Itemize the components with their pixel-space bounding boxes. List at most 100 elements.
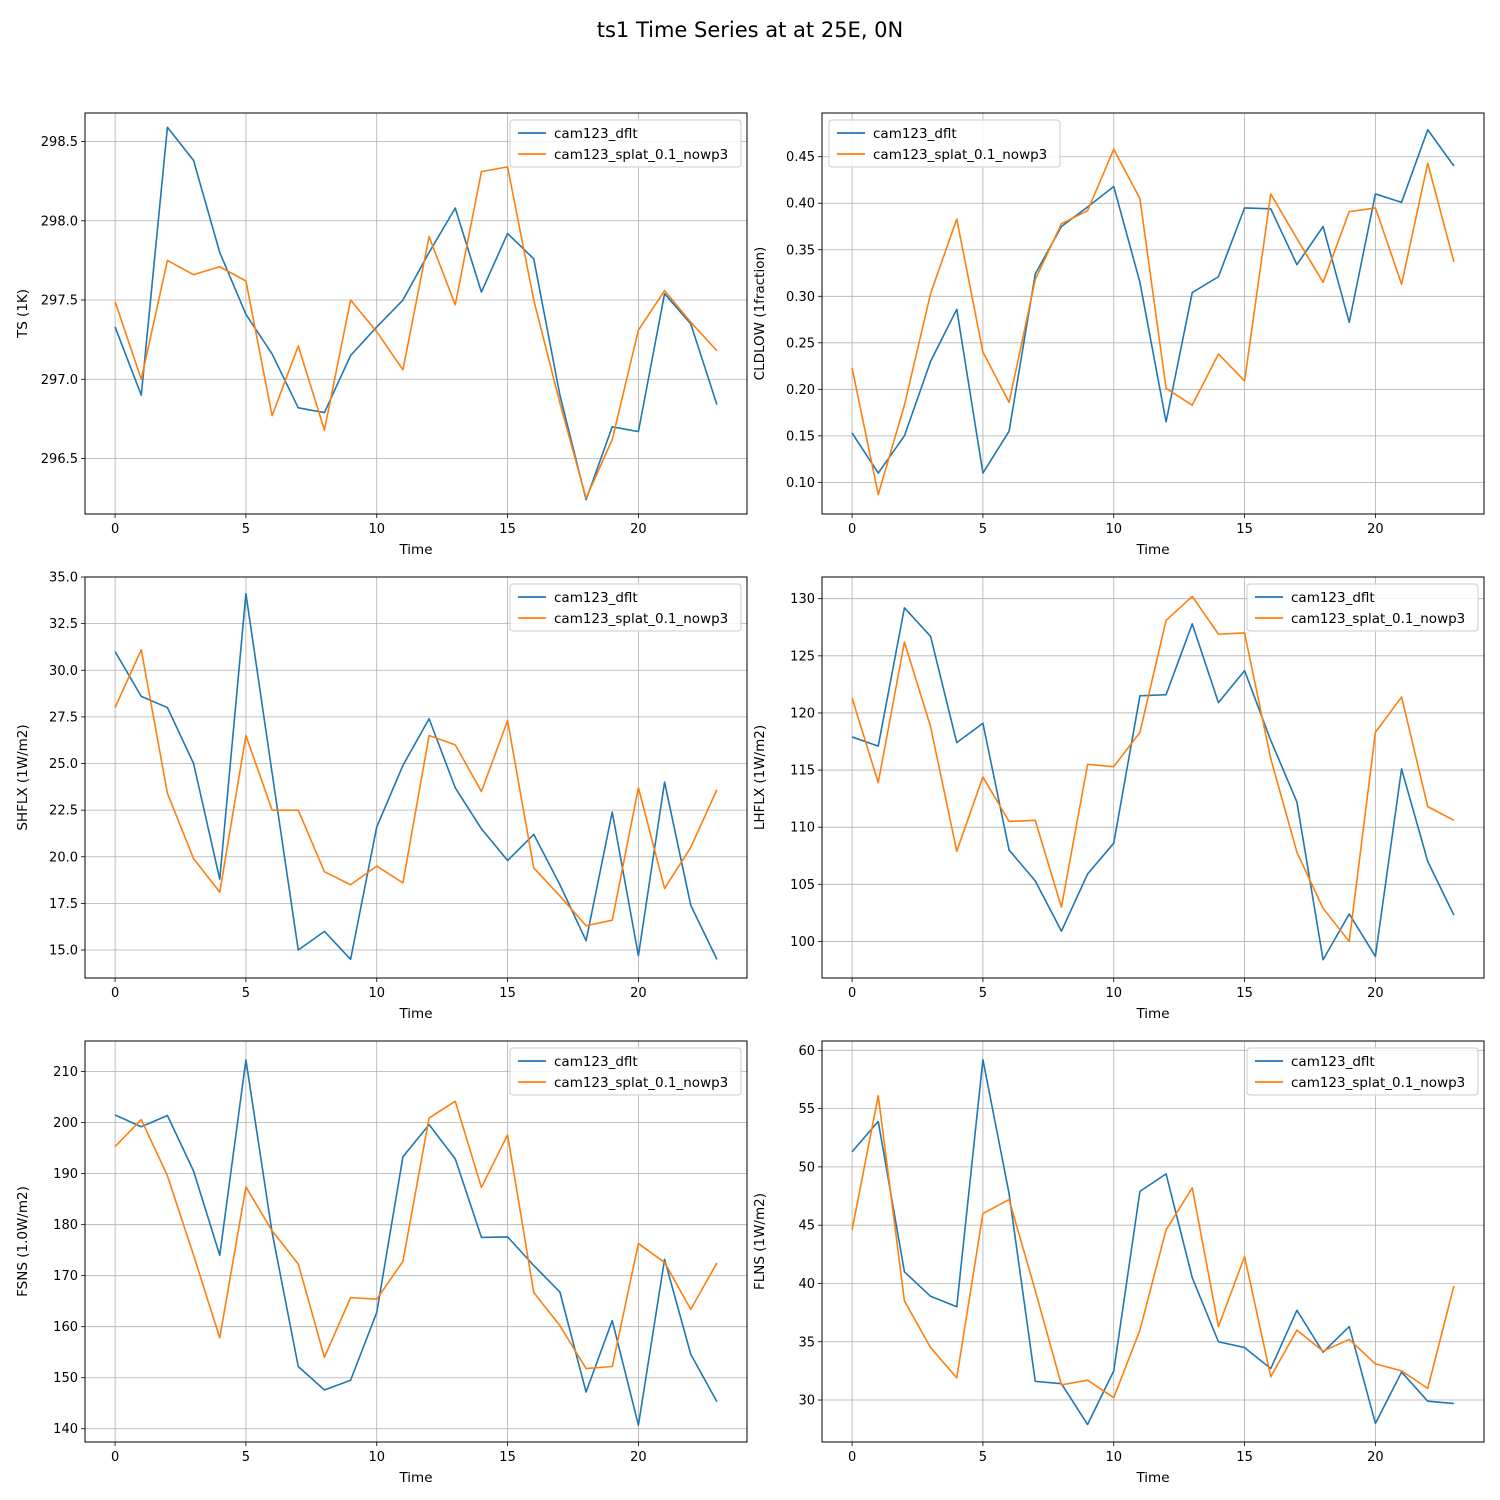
- legend-entry-label: cam123_splat_0.1_nowp3: [1291, 1075, 1465, 1091]
- series-line-cam123_dflt: [114, 592, 718, 961]
- x-tick-label: 10: [1105, 1450, 1122, 1465]
- legend-entry-label: cam123_dflt: [873, 126, 957, 142]
- legend-box: [1246, 1047, 1479, 1096]
- x-axis-label: Time: [398, 1470, 432, 1486]
- legend-entry-label: cam123_splat_0.1_nowp3: [873, 147, 1047, 163]
- y-tick-label: 115: [790, 764, 815, 779]
- legend-entry-label: cam123_dflt: [1291, 590, 1375, 606]
- panel-fsns: 0 5 10 15 20 140 150 160 170 180 190 200 210 Time FSNS…: [15, 1040, 748, 1486]
- y-tick-label: 0.25: [786, 336, 815, 351]
- panels: 0 5 10 15 20 296.5 297.0 297.5 298.0 298.5 Time TS …: [15, 112, 1485, 1486]
- x-tick-label: 0: [848, 986, 856, 1001]
- y-tick-label: 30.0: [49, 664, 78, 679]
- y-tick-label: 297.0: [41, 373, 78, 388]
- panel-lhflx: 0 5 10 15 20 100 105 110 115 120 125 130 Time LHFLX (…: [752, 576, 1485, 1022]
- y-tick-label: 55: [798, 1102, 815, 1117]
- x-tick-label: 5: [242, 1450, 250, 1465]
- x-tick-label: 15: [499, 986, 516, 1001]
- y-tick-label: 210: [53, 1065, 78, 1080]
- series-line-cam123_splat_0.1_nowp3: [851, 148, 1455, 496]
- series-line-cam123_splat_0.1_nowp3: [851, 595, 1455, 943]
- x-tick-label: 10: [1105, 522, 1122, 537]
- panel-flns: 0 5 10 15 20 30 35 40 45 50 55 60 Time FLNS (1W/m2) ca…: [752, 1040, 1485, 1486]
- x-tick-label: 0: [848, 1450, 856, 1465]
- y-axis-label: CLDLOW (1fraction): [752, 247, 768, 381]
- legend-entry-label: cam123_dflt: [554, 126, 638, 142]
- legend-box: [509, 119, 742, 168]
- series-line-cam123_splat_0.1_nowp3: [114, 1100, 718, 1370]
- axes-frame: [84, 1040, 748, 1443]
- y-tick-label: 298.5: [41, 135, 78, 150]
- y-tick-label: 170: [53, 1269, 78, 1284]
- y-tick-label: 0.45: [786, 150, 815, 165]
- legend-entry-label: cam123_splat_0.1_nowp3: [554, 147, 728, 163]
- x-tick-label: 0: [111, 986, 119, 1001]
- y-tick-label: 35: [798, 1335, 815, 1350]
- legend: cam123_dflt cam123_splat_0.1_nowp3: [509, 119, 742, 168]
- y-tick-label: 125: [790, 649, 815, 664]
- legend-box: [509, 1047, 742, 1096]
- y-tick-label: 110: [790, 821, 815, 836]
- x-tick-label: 10: [368, 986, 385, 1001]
- x-tick-label: 10: [368, 1450, 385, 1465]
- x-axis-label: Time: [1135, 1470, 1169, 1486]
- x-axis-label: Time: [1135, 1006, 1169, 1022]
- axes-frame: [821, 112, 1485, 515]
- x-tick-label: 5: [979, 986, 987, 1001]
- y-tick-label: 15.0: [49, 944, 78, 959]
- x-axis-label: Time: [398, 542, 432, 558]
- y-tick-label: 0.15: [786, 429, 815, 444]
- x-tick-label: 20: [630, 1450, 647, 1465]
- x-tick-label: 5: [979, 522, 987, 537]
- x-tick-label: 0: [848, 522, 856, 537]
- legend-entry-label: cam123_splat_0.1_nowp3: [1291, 611, 1465, 627]
- y-axis-label: FLNS (1W/m2): [752, 1193, 768, 1290]
- y-tick-label: 150: [53, 1371, 78, 1386]
- x-tick-label: 5: [979, 1450, 987, 1465]
- x-tick-label: 5: [242, 522, 250, 537]
- y-tick-label: 160: [53, 1320, 78, 1335]
- y-tick-label: 190: [53, 1167, 78, 1182]
- legend: cam123_dflt cam123_splat_0.1_nowp3: [828, 119, 1061, 168]
- y-axis-label: SHFLX (1W/m2): [15, 724, 31, 830]
- legend-entry-label: cam123_dflt: [554, 590, 638, 606]
- y-tick-label: 298.0: [41, 214, 78, 229]
- series-line-cam123_splat_0.1_nowp3: [114, 648, 718, 927]
- panel-ts: 0 5 10 15 20 296.5 297.0 297.5 298.0 298.5 Time TS …: [15, 112, 748, 558]
- series-line-cam123_splat_0.1_nowp3: [851, 1094, 1455, 1399]
- y-tick-label: 105: [790, 878, 815, 893]
- x-tick-label: 0: [111, 1450, 119, 1465]
- x-tick-label: 20: [630, 986, 647, 1001]
- y-tick-label: 120: [790, 706, 815, 721]
- panel-cldlow: 0 5 10 15 20 0.10 0.15 0.20 0.25 0.30 0.35 0.40 0.45…: [752, 112, 1485, 558]
- y-tick-label: 0.10: [786, 476, 815, 491]
- y-tick-label: 180: [53, 1218, 78, 1233]
- y-tick-label: 0.35: [786, 243, 815, 258]
- axes-frame: [84, 112, 748, 515]
- axes-frame: [821, 576, 1485, 979]
- legend-box: [1246, 583, 1479, 632]
- legend-box: [828, 119, 1061, 168]
- y-tick-label: 50: [798, 1160, 815, 1175]
- y-axis-label: TS (1K): [15, 289, 31, 339]
- legend: cam123_dflt cam123_splat_0.1_nowp3: [1246, 583, 1479, 632]
- y-tick-label: 25.0: [49, 757, 78, 772]
- series-line-cam123_splat_0.1_nowp3: [114, 166, 718, 499]
- legend-entry-label: cam123_dflt: [554, 1054, 638, 1070]
- x-tick-label: 20: [630, 522, 647, 537]
- axes-frame: [821, 1040, 1485, 1443]
- legend-entry-label: cam123_splat_0.1_nowp3: [554, 611, 728, 627]
- y-tick-label: 296.5: [41, 452, 78, 467]
- series-line-cam123_dflt: [114, 126, 718, 501]
- axes-frame: [84, 576, 748, 979]
- y-tick-label: 140: [53, 1422, 78, 1437]
- y-axis-label: FSNS (1.0W/m2): [15, 1186, 31, 1297]
- series-line-cam123_dflt: [851, 607, 1455, 961]
- y-tick-label: 130: [790, 592, 815, 607]
- y-tick-label: 20.0: [49, 850, 78, 865]
- y-tick-label: 100: [790, 935, 815, 950]
- y-tick-label: 45: [798, 1219, 815, 1234]
- y-tick-label: 22.5: [49, 804, 78, 819]
- legend-entry-label: cam123_splat_0.1_nowp3: [554, 1075, 728, 1091]
